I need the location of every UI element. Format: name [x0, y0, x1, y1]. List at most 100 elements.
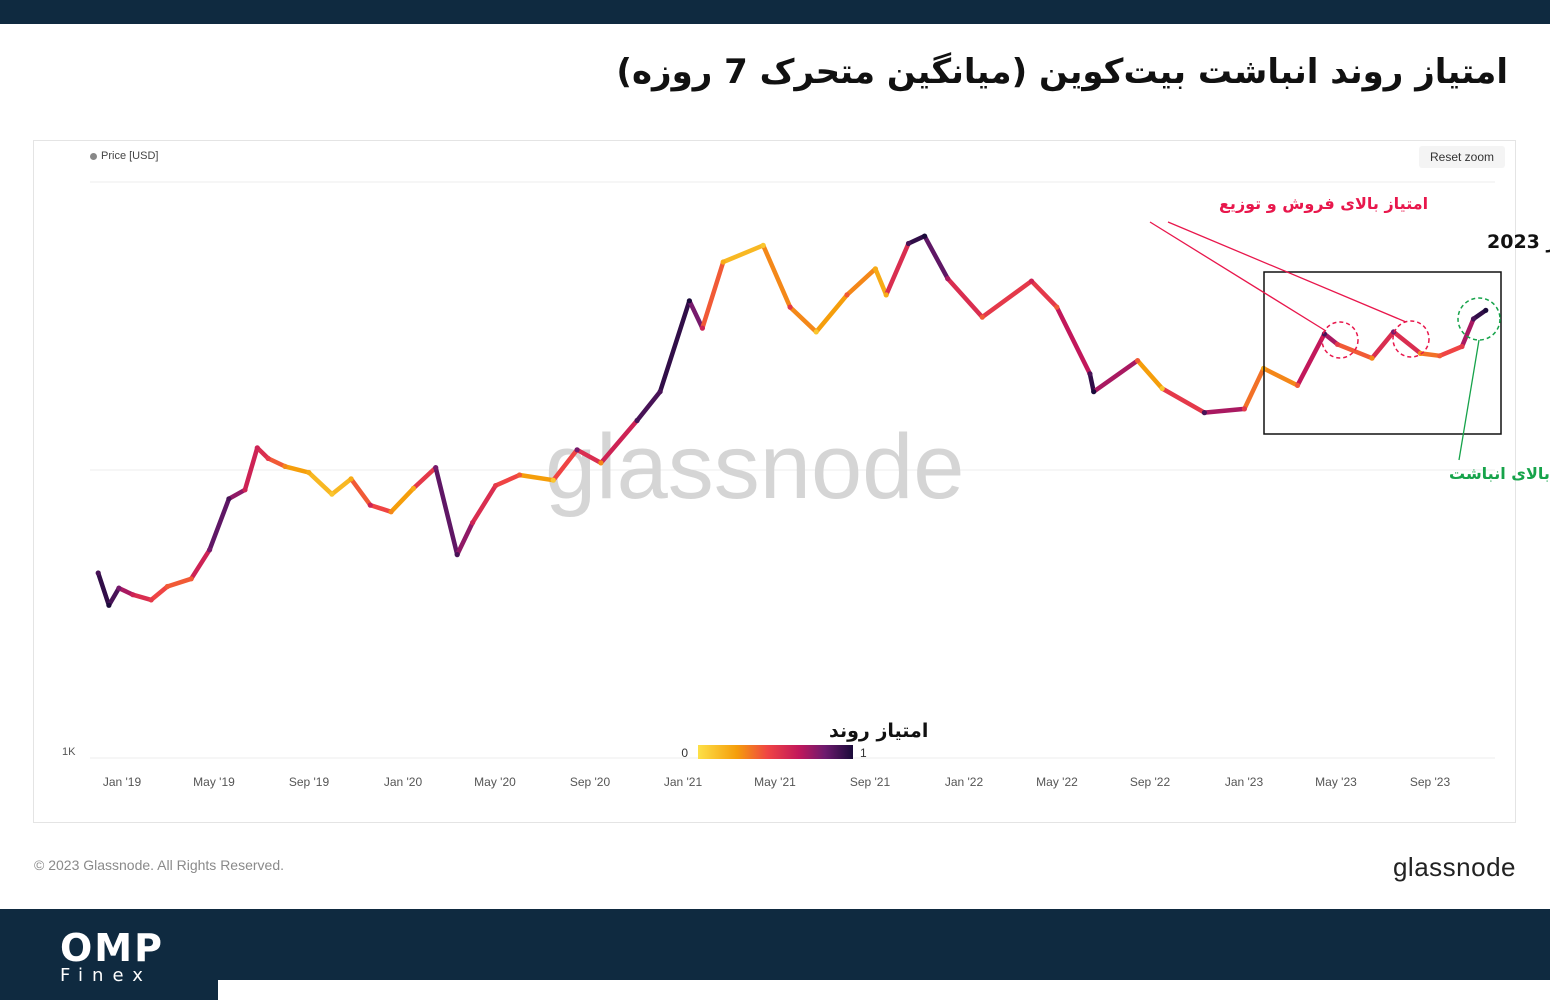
- price-line-segment: [130, 592, 154, 603]
- price-line-segment: [454, 520, 475, 557]
- red-annotation-label: امتیاز بالای فروش و توزیع: [1219, 194, 1428, 213]
- price-line-segment: [165, 576, 194, 589]
- x-tick-label: Jan '20: [384, 775, 423, 789]
- omp-logo-sub: Finex: [60, 965, 152, 986]
- green-annotation-label: امتیاز بالای انباشت: [1449, 464, 1550, 483]
- price-point: [1159, 385, 1165, 392]
- x-tick-label: Jan '22: [945, 775, 984, 789]
- price-line-segment: [1202, 406, 1247, 415]
- page-title: امتیاز روند انباشت بیت‌کوین (میانگین متح…: [616, 52, 1508, 92]
- reset-zoom-button[interactable]: Reset zoom: [1419, 146, 1505, 168]
- price-line-segment: [106, 585, 122, 608]
- footer-copyright: © 2023 Glassnode. All Rights Reserved.: [34, 857, 285, 873]
- x-tick-label: May '20: [474, 775, 516, 789]
- price-point: [945, 276, 951, 282]
- price-line-segment: [1029, 278, 1060, 310]
- price-point: [95, 570, 101, 576]
- price-line-segment: [787, 304, 819, 335]
- price-line-segment: [657, 298, 692, 394]
- price-line-segment: [493, 472, 522, 488]
- price-point: [164, 583, 170, 590]
- price-point: [657, 389, 663, 395]
- price-line-segment: [242, 445, 260, 493]
- price-line-segment: [906, 233, 927, 246]
- price-point: [979, 314, 985, 320]
- legend-label: Price [USD]: [101, 150, 159, 162]
- price-point: [242, 487, 248, 493]
- price-point: [1087, 371, 1093, 377]
- price-point: [306, 469, 312, 476]
- price-line-segment: [1322, 331, 1340, 347]
- price-point: [493, 483, 499, 489]
- price-point: [265, 455, 271, 461]
- x-tick-label: Sep '20: [570, 775, 611, 789]
- price-point: [130, 592, 136, 598]
- green-highlight-circle: [1457, 297, 1501, 341]
- price-line-segment: [388, 486, 416, 515]
- x-tick-label: Jan '19: [103, 775, 142, 789]
- price-point: [905, 240, 912, 247]
- price-point: [348, 476, 354, 482]
- price-line-segment: [760, 243, 793, 310]
- price-point: [1135, 358, 1141, 364]
- price-line-segment: [634, 389, 663, 423]
- price-point: [470, 520, 476, 526]
- x-axis: Jan '19 May '19 Sep '19 Jan '20 May '20 Sep '…: [103, 775, 1451, 789]
- price-line-segment: [551, 447, 580, 483]
- price-point: [720, 259, 726, 265]
- watermark: glassnode: [545, 416, 964, 518]
- price-line-segment: [433, 465, 460, 557]
- price-line-segment: [95, 570, 112, 608]
- colorbar-title: امتیاز روند: [829, 720, 928, 742]
- price-line-segment: [873, 266, 889, 298]
- price-point: [699, 325, 706, 331]
- price-line-segment: [1437, 344, 1465, 359]
- price-line-segment: [368, 502, 394, 515]
- red-highlight-circle-2: [1392, 320, 1430, 358]
- price-point: [329, 491, 335, 497]
- footer-brand-logo: glassnode: [1392, 852, 1516, 882]
- price-line-segment: [1459, 316, 1476, 349]
- price-point: [787, 304, 793, 310]
- price-point: [148, 597, 154, 603]
- price-line-segment: [945, 276, 985, 320]
- price-point: [550, 477, 556, 483]
- price-line-segment: [1391, 329, 1423, 356]
- price-point: [106, 602, 112, 608]
- price-point: [226, 496, 232, 502]
- price-line-segment: [574, 447, 604, 466]
- green-pointer-line: [1458, 339, 1480, 461]
- price-line-segment: [813, 292, 850, 335]
- x-tick-label: May '22: [1036, 775, 1078, 789]
- price-point: [872, 266, 879, 272]
- price-point: [516, 472, 523, 478]
- price-line-segment: [207, 496, 232, 553]
- price-line-segment: [687, 298, 705, 331]
- price-line-segment: [411, 465, 438, 491]
- price-point: [254, 445, 260, 451]
- price-line-segment: [922, 233, 950, 281]
- x-tick-label: Sep '23: [1410, 775, 1451, 789]
- price-point: [454, 552, 460, 558]
- price-point: [1470, 316, 1477, 322]
- price-line-segment: [1159, 386, 1207, 415]
- price-line-segment: [1418, 351, 1442, 359]
- price-line-segment: [1091, 358, 1140, 394]
- x-tick-label: May '21: [754, 775, 796, 789]
- price-line-segment: [1261, 366, 1300, 388]
- price-line-segment: [844, 266, 878, 298]
- chart-frame: [33, 140, 1516, 823]
- price-point: [634, 417, 640, 424]
- price-point: [207, 547, 213, 553]
- price-line-segment: [1087, 371, 1096, 394]
- price-line-segment: [1135, 358, 1165, 391]
- legend-item-price[interactable]: Price [USD]: [90, 150, 158, 162]
- price-point: [1201, 410, 1207, 416]
- legend-dot-icon: [90, 152, 97, 160]
- price-point: [410, 485, 416, 491]
- x-tick-label: Sep '21: [850, 775, 891, 789]
- price-point: [1028, 278, 1035, 284]
- price-point: [388, 509, 394, 515]
- price-line-segment: [148, 584, 170, 603]
- price-line-segment: [1054, 304, 1093, 377]
